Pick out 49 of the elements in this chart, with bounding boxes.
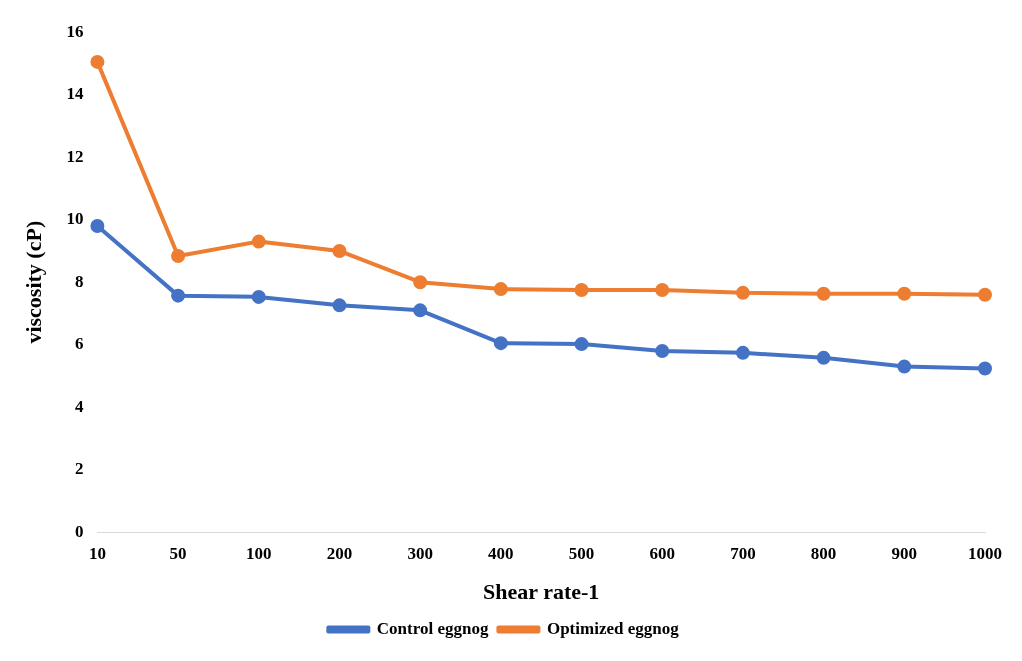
y-tick-label: 16 [66,21,84,41]
y-tick-label: 10 [66,209,84,229]
y-tick-label: 0 [74,521,84,541]
x-tick-label: 1000 [968,543,1002,563]
point [251,289,266,304]
legend-label: Control eggnog [376,618,489,638]
point [655,343,670,358]
x-tick-label: 600 [649,543,675,563]
point [493,336,508,351]
point [978,361,992,376]
x-tick-label: 200 [326,543,353,563]
point [251,234,266,249]
point [413,275,428,290]
point [90,218,105,233]
x-tick-label: 400 [488,543,514,563]
point [171,288,186,303]
point [493,282,508,297]
y-axis-title: viscosity (cP) [20,220,46,344]
point [332,243,347,258]
y-tick-label: 12 [66,146,84,166]
point [171,248,186,263]
point [574,283,589,298]
point [897,286,912,301]
x-tick-label: 800 [810,543,837,563]
y-tick-label: 8 [74,271,84,291]
x-tick-label: 700 [730,543,756,563]
point [978,287,992,302]
point [332,298,347,313]
x-tick-label: 900 [891,543,918,563]
point [816,350,831,365]
x-axis-title: Shear rate-1 [483,579,600,605]
y-tick-label: 6 [74,334,84,354]
point [413,303,428,318]
y-tick-label: 14 [66,84,84,104]
y-tick-label: 4 [74,396,84,416]
x-tick-label: 500 [568,543,595,563]
x-tick-label: 300 [407,543,433,563]
point [897,359,912,374]
y-tick-label: 2 [74,459,84,479]
x-tick-label: 100 [246,543,272,563]
x-tick-label: 50 [169,543,187,563]
point [90,54,105,69]
point [816,286,831,301]
point [735,345,750,360]
x-tick-label: 10 [88,543,106,563]
point [574,337,589,352]
legend-label: Optimized eggnog [546,618,680,638]
point [655,283,670,298]
point [735,285,750,300]
